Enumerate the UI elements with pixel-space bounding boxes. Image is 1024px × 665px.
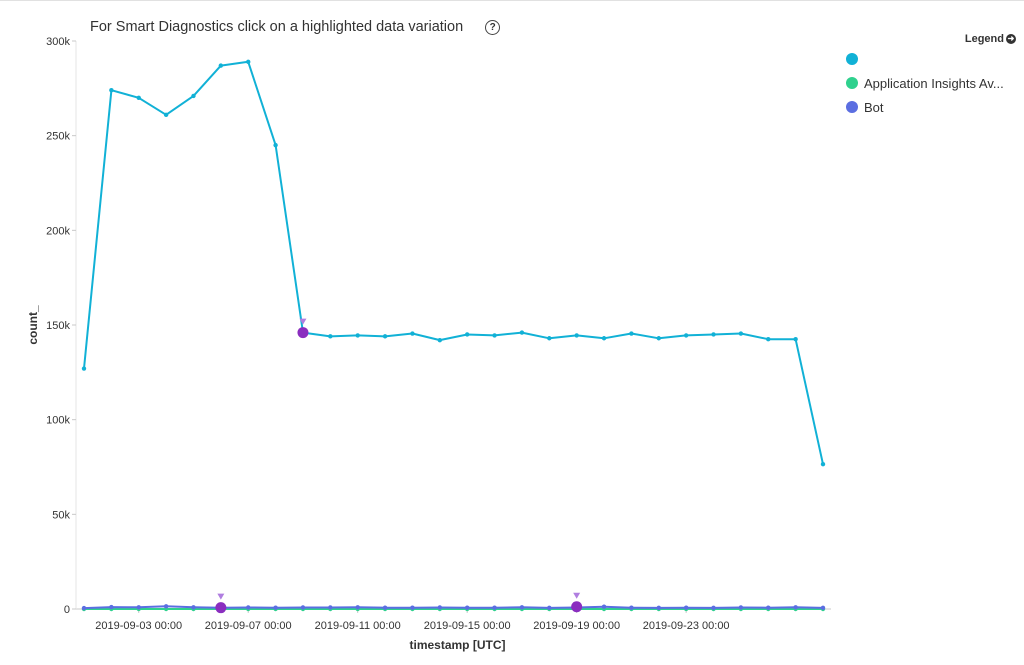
data-point[interactable] [273, 142, 278, 148]
x-tick-label: 2019-09-11 00:00 [315, 620, 401, 632]
data-point[interactable] [246, 605, 251, 610]
data-point[interactable] [738, 605, 744, 610]
x-tick-label: 2019-09-19 00:00 [533, 620, 620, 632]
data-point[interactable] [163, 112, 169, 118]
data-point[interactable] [629, 605, 634, 610]
legend-toggle[interactable]: Legend ➜ [846, 31, 1016, 47]
data-point[interactable] [519, 605, 525, 610]
data-point[interactable] [464, 605, 470, 610]
y-tick-label: 250k [46, 131, 70, 143]
x-axis-title: timestamp [UTC] [409, 638, 505, 652]
data-point[interactable] [437, 337, 443, 343]
y-tick-label: 150k [46, 320, 70, 332]
anomaly-triangle-icon [573, 592, 581, 599]
data-point[interactable] [328, 605, 333, 610]
chart-ticks: 0 50k 100k 150k 200k 250k 300k 2019-09-03 00:00… [46, 36, 729, 632]
chart-title: For Smart Diagnostics click on a highlig… [90, 19, 464, 35]
data-point[interactable] [492, 605, 497, 610]
anomaly-marker[interactable] [215, 602, 227, 614]
data-point[interactable] [574, 333, 579, 338]
data-point[interactable] [766, 337, 771, 342]
legend-item[interactable]: Application Insights Av... [846, 71, 1016, 95]
data-point[interactable] [246, 59, 251, 65]
data-point[interactable] [464, 332, 470, 337]
legend-swatch [846, 53, 858, 65]
x-tick-label: 2019-09-03 00:00 [95, 620, 182, 632]
y-tick-label: 200k [46, 225, 70, 237]
data-point[interactable] [656, 336, 661, 341]
legend-items: Application Insights Av... Bot [846, 47, 1016, 119]
data-point[interactable] [410, 331, 415, 336]
data-point[interactable] [136, 95, 141, 101]
data-point[interactable] [109, 88, 114, 93]
y-axis-title: count_ [26, 305, 40, 345]
legend-swatch [846, 77, 858, 89]
data-point[interactable] [300, 605, 306, 610]
data-point[interactable] [109, 604, 114, 610]
data-point[interactable] [136, 605, 141, 610]
legend-item[interactable]: Bot [846, 95, 1016, 119]
data-point[interactable] [547, 605, 552, 611]
chart-series [81, 59, 826, 614]
data-point[interactable] [766, 605, 771, 610]
legend-label: Application Insights Av... [864, 75, 1004, 91]
anomaly-triangle-icon [217, 593, 225, 600]
y-tick-label: 100k [46, 415, 70, 427]
series-line-0[interactable] [83, 60, 824, 465]
legend-label: Bot [864, 99, 884, 115]
data-point[interactable] [601, 336, 607, 341]
legend-swatch [846, 101, 858, 113]
data-point[interactable] [711, 605, 716, 611]
y-tick-label: 300k [46, 36, 70, 48]
data-point[interactable] [81, 605, 87, 611]
data-point[interactable] [410, 605, 415, 610]
x-tick-label: 2019-09-23 00:00 [643, 620, 730, 632]
x-tick-label: 2019-09-07 00:00 [205, 620, 292, 632]
legend-title: Legend [964, 33, 1004, 45]
data-point[interactable] [355, 605, 360, 610]
top-border [0, 0, 1024, 1]
data-point[interactable] [382, 334, 388, 339]
data-point[interactable] [711, 332, 716, 337]
x-tick-label: 2019-09-15 00:00 [424, 620, 511, 632]
data-point[interactable] [547, 336, 552, 341]
arrow-circle-right-icon: ➜ [1006, 34, 1016, 44]
data-point[interactable] [273, 605, 278, 610]
data-point[interactable] [191, 605, 196, 610]
data-point[interactable] [492, 333, 497, 338]
series-line-2[interactable] [83, 605, 824, 610]
data-point[interactable] [437, 605, 443, 610]
help-icon[interactable]: ? [485, 19, 501, 35]
anomaly-marker[interactable] [297, 327, 309, 339]
data-point[interactable] [355, 333, 360, 338]
data-point[interactable] [793, 605, 798, 610]
chart-header: For Smart Diagnostics click on a highlig… [90, 17, 501, 37]
data-point[interactable] [601, 604, 607, 609]
data-point[interactable] [820, 461, 826, 467]
anomaly-marker[interactable] [571, 601, 583, 613]
legend: Legend ➜ Application Insights Av... Bot [846, 31, 1016, 119]
data-point[interactable] [820, 605, 826, 611]
data-point[interactable] [382, 605, 388, 610]
chart-axes [75, 41, 831, 610]
data-point[interactable] [738, 331, 744, 336]
data-point[interactable] [81, 366, 87, 371]
data-point[interactable] [656, 605, 661, 611]
anomaly-triangle-icon [299, 318, 307, 325]
data-point[interactable] [191, 93, 196, 99]
legend-item[interactable] [846, 47, 1016, 71]
data-point[interactable] [218, 63, 224, 68]
y-tick-label: 0 [64, 604, 70, 616]
data-point[interactable] [683, 333, 689, 338]
data-point[interactable] [683, 605, 689, 610]
data-point[interactable] [163, 604, 169, 609]
data-point[interactable] [328, 334, 333, 339]
data-point[interactable] [519, 330, 525, 335]
data-point[interactable] [629, 331, 634, 336]
y-tick-label: 50k [52, 509, 70, 521]
data-point[interactable] [793, 337, 798, 342]
